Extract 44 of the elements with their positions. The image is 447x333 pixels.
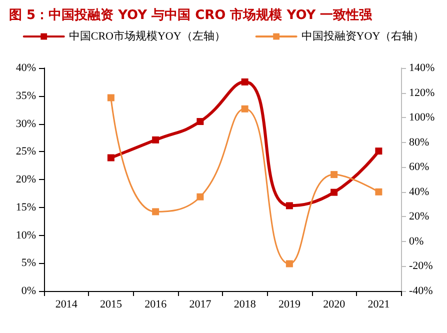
y-tick-label: 5% <box>21 257 36 270</box>
y2-tick-label: 140% <box>409 62 435 74</box>
x-tick-label: 2014 <box>55 298 78 310</box>
point <box>196 193 204 200</box>
x-tick-label: 2019 <box>278 298 301 310</box>
y2-tick-label: -20% <box>409 260 433 272</box>
point <box>375 148 382 155</box>
y-tick-label: 30% <box>16 118 36 130</box>
x-tick-label: 2015 <box>100 298 122 310</box>
point <box>241 78 248 86</box>
x-tick-label: 2021 <box>368 298 390 310</box>
point <box>196 118 204 126</box>
y2-tick-label: 40% <box>409 186 430 198</box>
chart-title: 图 5：中国投融资 YOY 与中国 CRO 市场规模 YOY 一致性强 <box>9 7 374 23</box>
point <box>152 208 160 216</box>
y2-tick-label: 100% <box>409 112 435 124</box>
x-tick-label: 2017 <box>189 298 212 310</box>
y-tick-label: 0% <box>21 285 36 297</box>
point <box>330 171 338 178</box>
point <box>152 136 160 144</box>
y-tick-label: 40% <box>16 62 36 74</box>
x-tick-label: 2018 <box>234 298 256 310</box>
y2-tick-label: 20% <box>409 210 430 223</box>
y-tick-label: 15% <box>16 201 36 214</box>
x-tick-label: 2016 <box>144 298 168 310</box>
legend-label: 中国CRO市场规模YOY（左轴） <box>68 30 226 42</box>
point <box>241 105 248 112</box>
point <box>375 188 382 196</box>
point <box>286 202 293 210</box>
y2-tick-label: 60% <box>409 161 430 174</box>
y2-tick-label: 120% <box>409 86 435 99</box>
y-tick-label: 25% <box>16 146 36 158</box>
y2-tick-label: 80% <box>409 136 430 148</box>
point <box>286 260 293 268</box>
y2-tick-label: -40% <box>409 285 433 297</box>
point <box>330 188 338 196</box>
legend-label: 中国投融资YOY（右轴） <box>301 30 424 42</box>
y2-tick-label: 0% <box>409 235 424 248</box>
y-tick-label: 10% <box>16 229 36 242</box>
y-tick-label: 35% <box>16 90 36 102</box>
y-tick-label: 20% <box>16 174 36 186</box>
x-tick-label: 2020 <box>323 298 346 310</box>
point <box>107 94 114 102</box>
point <box>107 154 114 162</box>
